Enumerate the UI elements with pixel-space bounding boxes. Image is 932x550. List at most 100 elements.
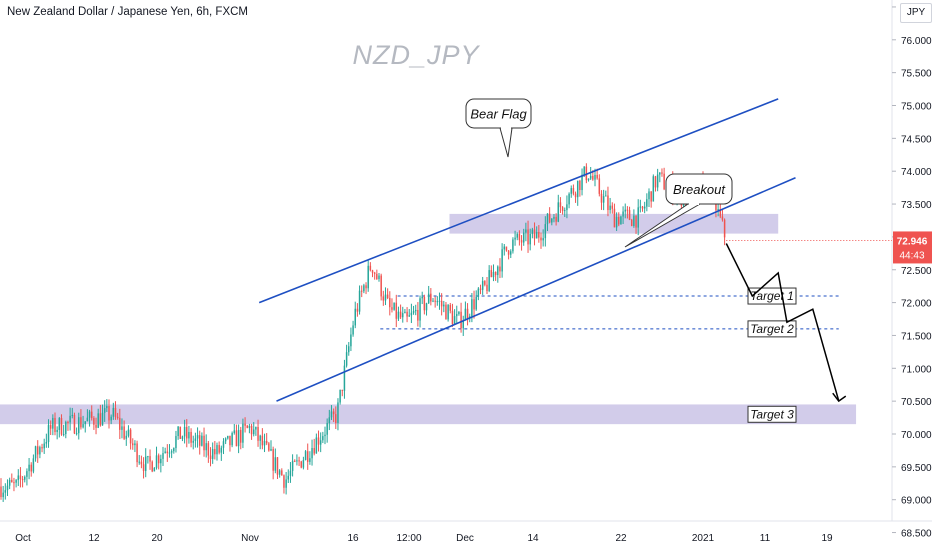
candle-body — [211, 449, 214, 459]
candle-body — [505, 246, 508, 251]
candle-body — [73, 414, 76, 434]
candle-body — [287, 475, 290, 480]
candle-body — [652, 176, 655, 202]
candle-body — [155, 455, 158, 468]
candle-body — [52, 417, 54, 429]
candle-body — [386, 294, 389, 298]
candle-body — [393, 302, 395, 310]
candle-body — [114, 407, 117, 417]
time-tick-label: Nov — [241, 533, 259, 544]
candle-body — [69, 415, 71, 423]
candle-body — [170, 451, 173, 453]
candle-body — [95, 424, 97, 428]
candle-body — [412, 311, 415, 313]
candle-body — [231, 433, 233, 446]
candle-body — [622, 211, 624, 217]
time-axis[interactable]: Oct 12 20 Nov 16 12:00 Dec 14 22 2021 11 19 — [15, 533, 833, 544]
candle-body — [125, 435, 128, 439]
candle-body — [427, 293, 430, 304]
candle-body — [39, 447, 41, 455]
candle-body — [516, 234, 518, 238]
currency-button[interactable]: JPY — [900, 3, 932, 23]
candle-body — [311, 448, 313, 459]
candle-countdown: 44:43 — [899, 250, 924, 261]
candle-body — [391, 307, 393, 310]
candle-body — [348, 346, 350, 353]
candle-body — [317, 437, 320, 445]
candle-body — [332, 411, 335, 415]
candle-body — [531, 229, 534, 234]
candle-body — [494, 271, 497, 276]
candle-body — [62, 434, 65, 436]
candle-body — [436, 301, 439, 303]
candle-body — [255, 427, 257, 430]
candle-body — [201, 435, 203, 446]
candle-body — [464, 308, 467, 321]
candle-body — [363, 285, 365, 292]
candle-body — [384, 294, 387, 301]
candle-body — [538, 232, 540, 238]
candle-body — [587, 178, 590, 181]
candle-body — [296, 460, 298, 462]
candle-body — [8, 479, 11, 486]
candle-body — [214, 449, 216, 455]
candle-body — [486, 284, 488, 291]
candle-body — [160, 458, 162, 464]
candle-body — [127, 429, 130, 436]
candle-body — [345, 352, 348, 366]
candle-body — [218, 445, 220, 453]
candle-body — [36, 446, 39, 455]
candle-body — [544, 224, 547, 239]
candle-body — [656, 174, 659, 188]
candle-body — [501, 249, 503, 272]
candle-body — [594, 175, 596, 180]
candle-body — [462, 320, 464, 329]
candle-body — [404, 311, 406, 314]
time-tick-label: 20 — [151, 533, 163, 544]
price-scale[interactable]: 76.50076.00075.50075.00074.50074.00073.5… — [892, 3, 932, 540]
candle-body — [499, 266, 501, 272]
candle-body — [86, 417, 89, 422]
price-tick-label: 75.500 — [901, 69, 932, 80]
candle-body — [460, 311, 462, 329]
candle-body — [572, 188, 575, 194]
candle-body — [328, 417, 331, 424]
candle-body — [65, 421, 67, 435]
candle-body — [453, 316, 456, 325]
candle-body — [579, 180, 581, 191]
candle-body — [309, 458, 311, 462]
candle-body — [216, 445, 218, 455]
channel-lower-line — [276, 177, 796, 402]
candle-body — [445, 304, 447, 320]
candle-body — [371, 270, 374, 273]
bear-flag-callout-box — [465, 98, 532, 129]
candle-body — [414, 309, 417, 312]
candle-body — [337, 402, 339, 423]
candle-body — [71, 414, 74, 416]
candle-body — [257, 427, 259, 441]
candle-body — [341, 389, 344, 391]
candle-body — [382, 296, 385, 301]
candle-body — [389, 297, 391, 308]
candle-body — [205, 443, 207, 451]
candle-body — [432, 300, 434, 302]
candle-body — [378, 275, 380, 280]
candle-body — [354, 308, 356, 326]
candle-body — [600, 193, 603, 203]
candle-body — [628, 210, 631, 220]
candle-body — [80, 417, 82, 428]
candle-body — [281, 470, 283, 476]
breakout-callout-pointer — [624, 203, 701, 248]
candle-body — [546, 213, 549, 225]
candle-body — [101, 412, 104, 426]
candle-body — [0, 486, 2, 498]
candle-body — [121, 426, 123, 430]
candle-body — [263, 440, 266, 446]
candle-body — [82, 424, 84, 428]
candle-body — [166, 451, 169, 453]
candle-body — [583, 166, 585, 175]
candle-body — [449, 304, 452, 311]
candle-body — [283, 475, 285, 488]
